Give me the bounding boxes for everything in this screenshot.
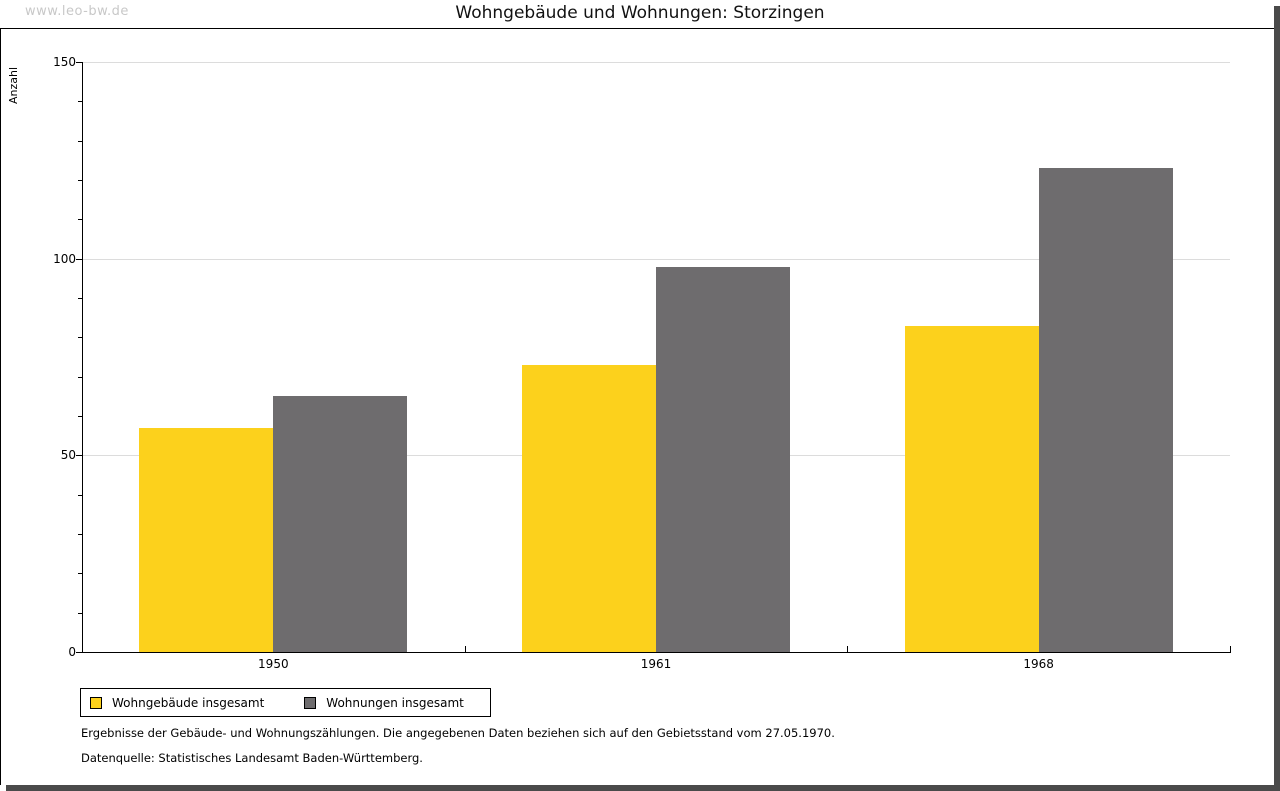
legend-swatch-icon — [304, 696, 317, 709]
bar-1968-wohnungen — [1038, 168, 1173, 652]
legend: Wohngebäude insgesamt Wohnungen insgesamt — [80, 688, 491, 717]
x-tick-label-1968: 1968 — [1023, 657, 1054, 671]
chart-title: Wohngebäude und Wohnungen: Storzingen — [455, 3, 825, 23]
y-minor-tick-110 — [78, 219, 82, 221]
legend-item-wohngebaeude: Wohngebäude insgesamt — [90, 696, 264, 710]
bar-1961-wohngebaeude — [522, 364, 656, 652]
bar-1961-wohnungen — [656, 266, 790, 652]
bar-1968-wohngebaeude — [904, 325, 1039, 652]
y-tick-0 — [76, 652, 82, 653]
gridline-150 — [82, 62, 1230, 63]
y-minor-tick-10 — [78, 612, 82, 614]
x-axis-line — [82, 652, 1231, 653]
x-tick-label-1950: 1950 — [258, 657, 289, 671]
y-tick-150 — [76, 62, 82, 63]
bar-1950-wohngebaeude — [139, 427, 274, 652]
y-tick-label-0: 0 — [68, 645, 76, 659]
legend-item-wohnungen: Wohnungen insgesamt — [304, 696, 464, 710]
y-minor-tick-130 — [78, 140, 82, 142]
frame-right-shadow — [1274, 6, 1280, 791]
frame-bottom-shadow — [6, 785, 1274, 791]
y-minor-tick-60 — [78, 416, 82, 417]
legend-swatch-icon — [90, 696, 102, 709]
x-boundary-tick-2 — [847, 646, 849, 652]
footnote-source-note: Ergebnisse der Gebäude- und Wohnungszähl… — [81, 726, 835, 740]
gridline-100 — [82, 258, 1230, 260]
bar-1950-wohnungen — [273, 396, 408, 652]
y-axis-line — [82, 62, 83, 653]
y-tick-100 — [76, 258, 82, 260]
x-tick-label-1961: 1961 — [640, 657, 672, 671]
y-tick-label-100: 100 — [53, 251, 76, 266]
y-minor-tick-90 — [78, 298, 82, 299]
y-minor-tick-70 — [78, 376, 82, 378]
x-boundary-tick-3 — [1230, 646, 1231, 652]
frame-left-border — [0, 28, 1, 785]
y-tick-50 — [76, 455, 82, 457]
footnote-data-source: Datenquelle: Statistisches Landesamt Bad… — [81, 751, 423, 765]
y-minor-tick-140 — [78, 101, 82, 103]
y-minor-tick-120 — [78, 180, 82, 181]
legend-label: Wohnungen insgesamt — [326, 695, 464, 710]
x-boundary-tick-1 — [464, 646, 466, 652]
y-minor-tick-30 — [78, 534, 82, 535]
watermark-leo-bw: www.leo-bw.de — [25, 4, 129, 19]
y-axis-label: Anzahl — [7, 66, 20, 104]
y-tick-label-150: 150 — [53, 55, 76, 69]
y-minor-tick-20 — [78, 573, 82, 575]
frame-top-border — [0, 28, 1274, 29]
legend-label: Wohngebäude insgesamt — [112, 695, 265, 710]
y-tick-label-50: 50 — [60, 448, 76, 463]
y-minor-tick-40 — [78, 494, 82, 496]
y-minor-tick-80 — [78, 337, 82, 339]
